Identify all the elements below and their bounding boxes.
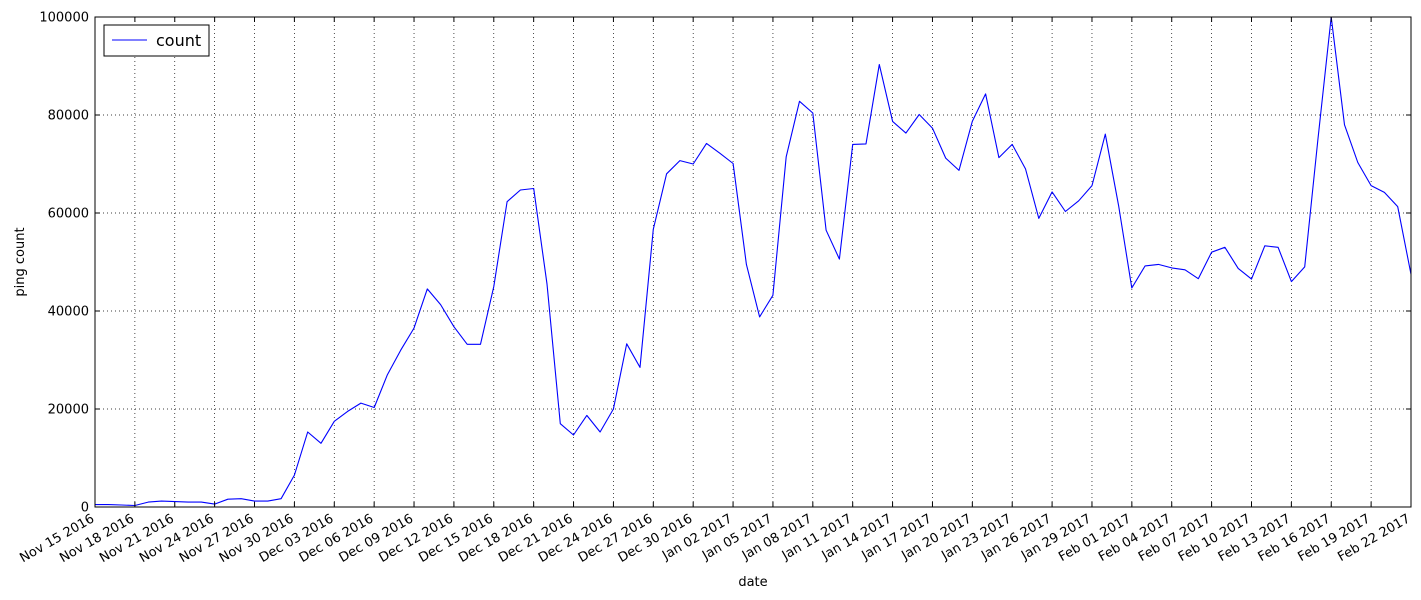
legend-label-count: count [156, 31, 201, 50]
series-layer [95, 16, 1412, 507]
y-tick-label: 60000 [48, 207, 89, 222]
x-axis-title: date [738, 575, 767, 590]
y-tick-label: 20000 [48, 403, 89, 418]
y-axis-title: ping count [13, 227, 28, 296]
y-axis: 0 20000 40000 60000 80000 100000 [39, 11, 1411, 516]
y-tick-label: 100000 [39, 11, 89, 26]
grid-layer [95, 17, 1411, 507]
plot-frame [94, 16, 1412, 508]
y-tick-label: 0 [81, 501, 89, 516]
y-tick-label: 40000 [48, 305, 89, 320]
series-line-count [95, 16, 1412, 507]
y-tick-label: 80000 [48, 109, 89, 124]
legend: count [103, 24, 210, 57]
